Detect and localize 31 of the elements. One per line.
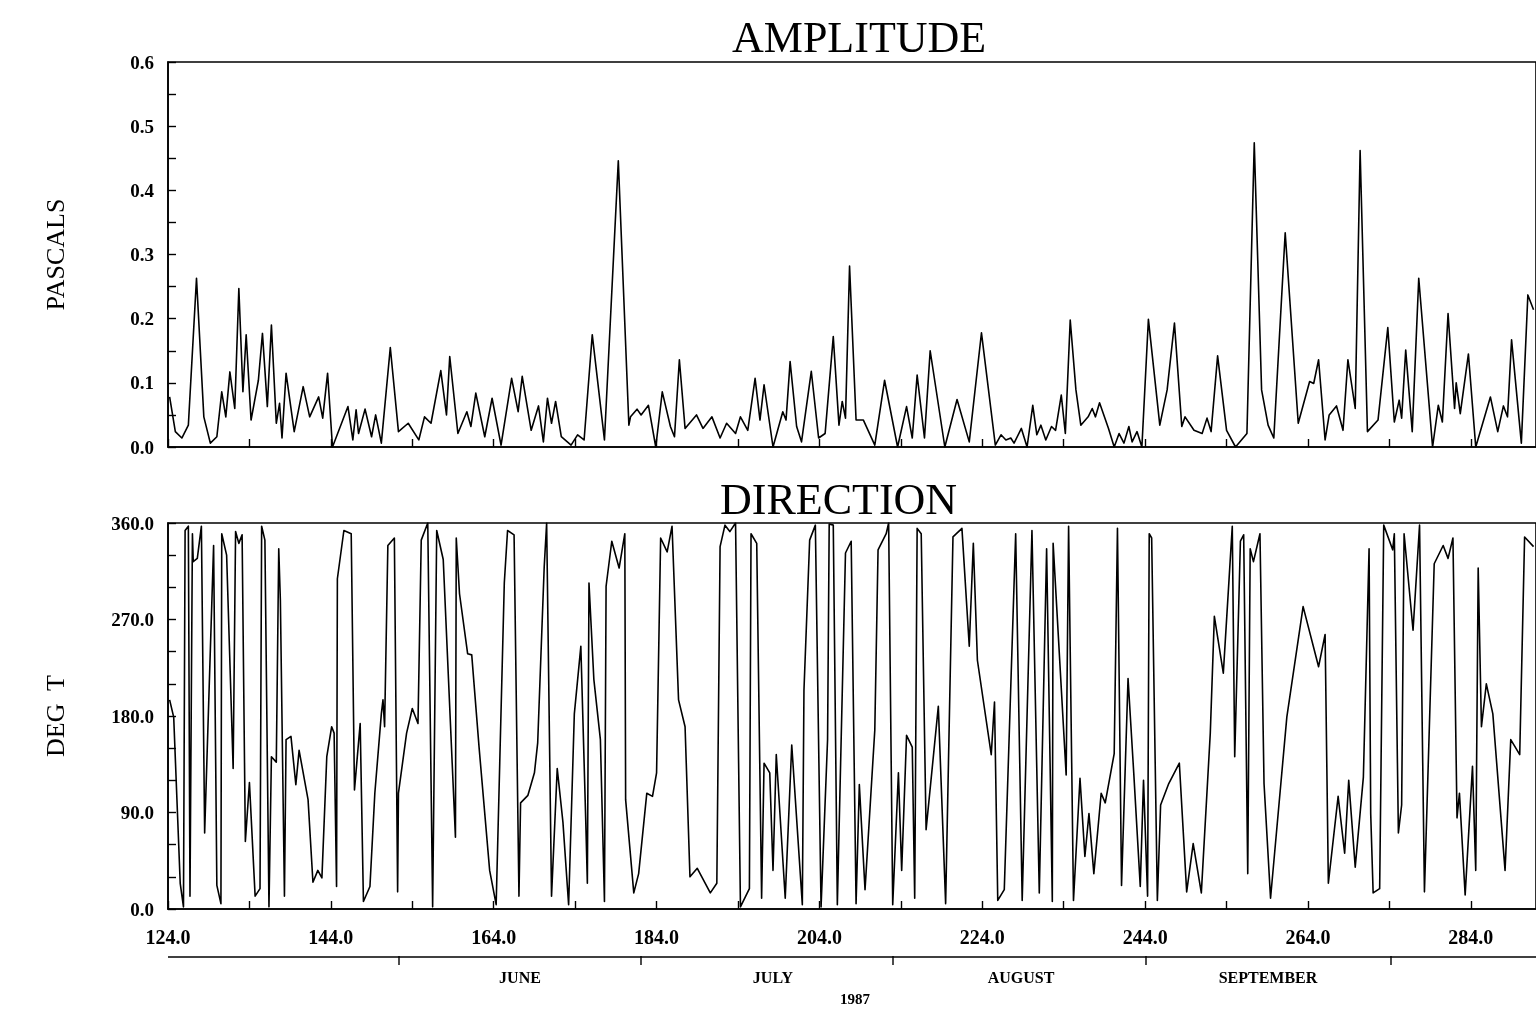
y-tick-label: 270.0 (111, 609, 154, 630)
y-axis-title: DEG T (40, 674, 70, 757)
x-tick-label: 284.0 (1448, 926, 1494, 948)
x-tick-label: 224.0 (959, 926, 1005, 948)
text: JULY (752, 969, 794, 987)
line-series (168, 522, 1535, 908)
y-tick-label: 0.3 (130, 244, 154, 265)
y-tick-label: 90.0 (120, 802, 154, 823)
chart-title: DIRECTION (720, 474, 958, 524)
text: SEPTEMBER (1218, 969, 1318, 987)
y-tick-label: 0.0 (130, 898, 154, 920)
x-tick-label: 164.0 (471, 926, 517, 948)
x-tick-label: 204.0 (796, 926, 842, 948)
y-tick-label: 180.0 (111, 705, 154, 727)
y-tick-label: 0.0 (130, 436, 154, 458)
chart-title: AMPLITUDE (732, 12, 987, 62)
y-tick-label: 0.5 (130, 115, 154, 137)
x-tick-label: 264.0 (1285, 926, 1331, 948)
text: 1987 (840, 990, 870, 1008)
text: JUNE (499, 969, 541, 987)
y-tick-label: 0.4 (130, 179, 155, 201)
y-tick-label: 0.1 (130, 372, 154, 394)
x-tick-label: 184.0 (634, 926, 680, 948)
x-tick-label: 124.0 (145, 926, 191, 948)
text: AUGUST (987, 969, 1055, 987)
x-tick-label: 144.0 (308, 926, 354, 948)
x-tick-label: 244.0 (1122, 926, 1168, 948)
y-axis-title: PASCALS (40, 198, 70, 311)
y-tick-label: 0.6 (130, 51, 154, 73)
y-tick-label: 0.2 (130, 308, 154, 330)
y-tick-label: 360.0 (111, 512, 154, 534)
